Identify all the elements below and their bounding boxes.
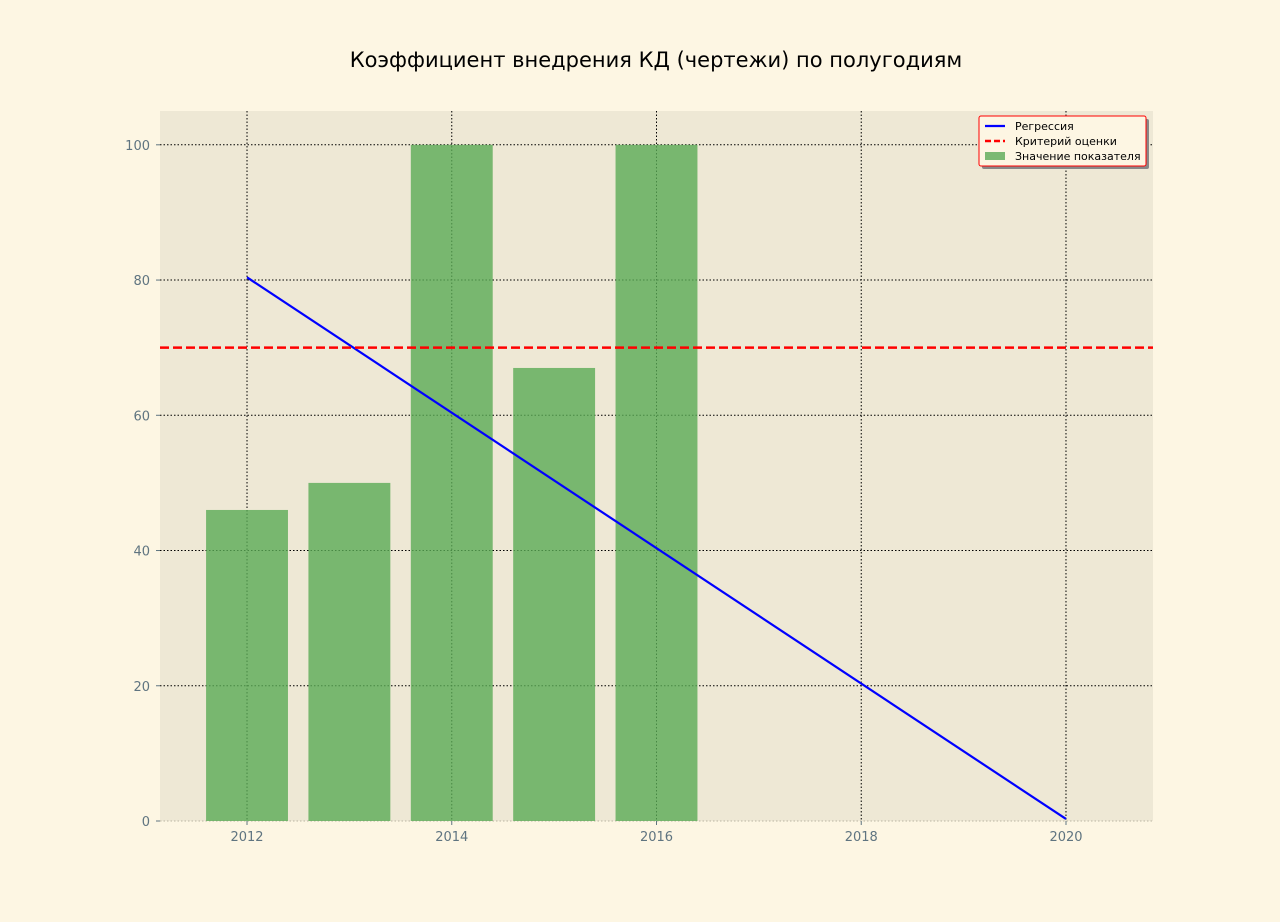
chart-title: Коэффициент внедрения КД (чертежи) по по… <box>350 48 962 72</box>
x-tick-label: 2012 <box>230 830 263 845</box>
x-tick-label: 2020 <box>1049 830 1082 845</box>
bar <box>206 509 288 821</box>
regression-line <box>246 276 1067 820</box>
legend-box <box>978 115 1147 167</box>
x-tick-label: 2018 <box>845 830 878 845</box>
legend-swatch <box>985 152 1005 160</box>
y-tick-label: 80 <box>133 274 150 289</box>
legend-label: Регрессия <box>1015 120 1074 133</box>
bar <box>308 482 391 821</box>
y-tick-label: 60 <box>133 409 150 424</box>
legend-label: Значение показателя <box>1015 150 1141 163</box>
y-tick-label: 20 <box>133 680 150 695</box>
bar <box>615 144 698 822</box>
x-tick-label: 2016 <box>640 830 673 845</box>
bar <box>513 367 596 821</box>
x-tick-label: 2014 <box>435 830 468 845</box>
y-tick-label: 40 <box>133 545 150 560</box>
bar <box>410 144 493 822</box>
series-lines <box>160 276 1153 820</box>
y-tick-label: 100 <box>125 139 150 154</box>
legend-label: Критерий оценки <box>1015 135 1117 148</box>
bars <box>206 144 698 822</box>
legend: Регрессия Критерий оценки Значение показат… <box>978 115 1149 169</box>
axis-ticks: 2012 2014 2016 2018 2020 0 20 40 60 80 100 <box>125 139 1082 845</box>
y-tick-label: 0 <box>142 815 150 830</box>
